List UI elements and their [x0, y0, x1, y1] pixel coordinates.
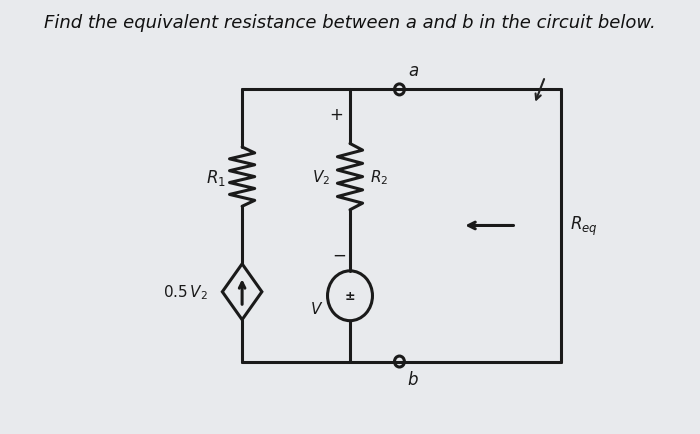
- Text: $-$: $-$: [332, 245, 346, 263]
- Text: $R_2$: $R_2$: [370, 168, 388, 187]
- Text: Find the equivalent resistance between a and b in the circuit below.: Find the equivalent resistance between a…: [44, 14, 656, 32]
- Text: $R_1$: $R_1$: [206, 167, 226, 187]
- Text: +: +: [330, 106, 344, 124]
- Text: $0.5\,V_2$: $0.5\,V_2$: [163, 283, 208, 302]
- Text: $b$: $b$: [407, 370, 419, 388]
- Text: $V$: $V$: [309, 300, 323, 316]
- Text: $a$: $a$: [408, 63, 419, 80]
- Text: $V_2$: $V_2$: [312, 168, 330, 187]
- Text: $R_{eq}$: $R_{eq}$: [570, 214, 598, 237]
- Text: ±: ±: [344, 289, 356, 302]
- Circle shape: [395, 85, 405, 95]
- Circle shape: [395, 356, 405, 367]
